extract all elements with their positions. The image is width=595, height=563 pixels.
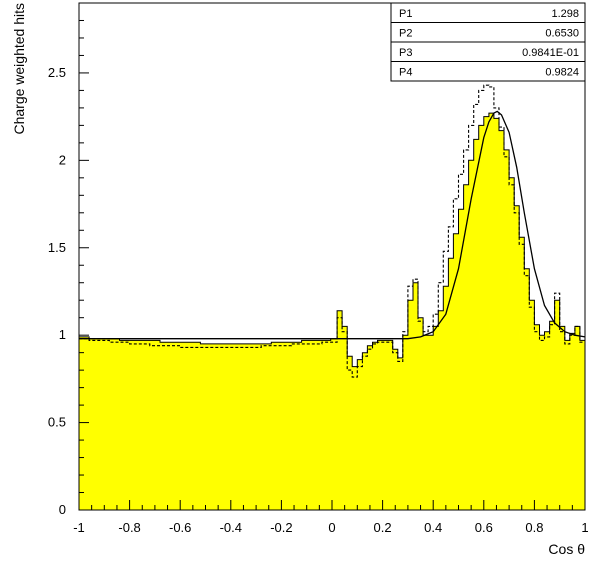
x-tick-label: -1 [73,520,85,535]
x-tick-label: -0.2 [270,520,292,535]
histogram-dashed-line [79,84,585,378]
x-tick-label: 0.2 [374,520,392,535]
stats-param-label: P3 [399,47,412,59]
stats-param-label: P1 [399,8,412,20]
x-tick-label: 0.6 [475,520,493,535]
x-tick-label: 0 [328,520,335,535]
x-tick-label: -0.6 [169,520,191,535]
stats-param-value: 0.9841E-01 [522,47,579,59]
x-tick-label: 1 [581,520,588,535]
stats-param-value: 1.298 [551,8,579,20]
y-tick-label: 1.5 [48,240,66,255]
x-tick-label: 0.4 [424,520,442,535]
stats-param-label: P4 [399,67,412,79]
fit-curve [79,110,586,340]
x-tick-label: -0.4 [220,520,242,535]
histogram-dashed [79,84,585,378]
y-tick-label: 2.5 [48,65,66,80]
stats-param-value: 0.9824 [545,67,579,79]
x-axis-label: Cos θ [548,541,585,557]
y-tick-label: 0 [59,502,66,517]
y-axis-label: Charge weighted hits [11,3,27,135]
stats-box: P1 1.298 P2 0.6530 P3 0.9841E-01 P4 0.9824 [390,2,586,82]
y-axis-ticks: 0 0.5 1 1.5 2 2.5 [48,19,89,517]
y-tick-label: 2 [59,152,66,167]
fit-curve-line [79,110,586,340]
y-tick-label: 0.5 [48,415,66,430]
x-axis-ticks: -1 -0.8 -0.6 -0.4 -0.2 0 0.2 0.4 0.6 0.8 1 [73,500,589,535]
y-tick-label: 1 [59,327,66,342]
x-tick-label: 0.8 [525,520,543,535]
stats-param-label: P2 [399,28,412,40]
x-tick-label: -0.8 [118,520,140,535]
stats-param-value: 0.6530 [545,28,579,40]
